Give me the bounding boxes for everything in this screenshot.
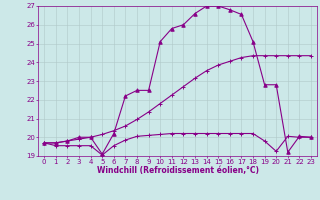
X-axis label: Windchill (Refroidissement éolien,°C): Windchill (Refroidissement éolien,°C) — [97, 166, 259, 175]
